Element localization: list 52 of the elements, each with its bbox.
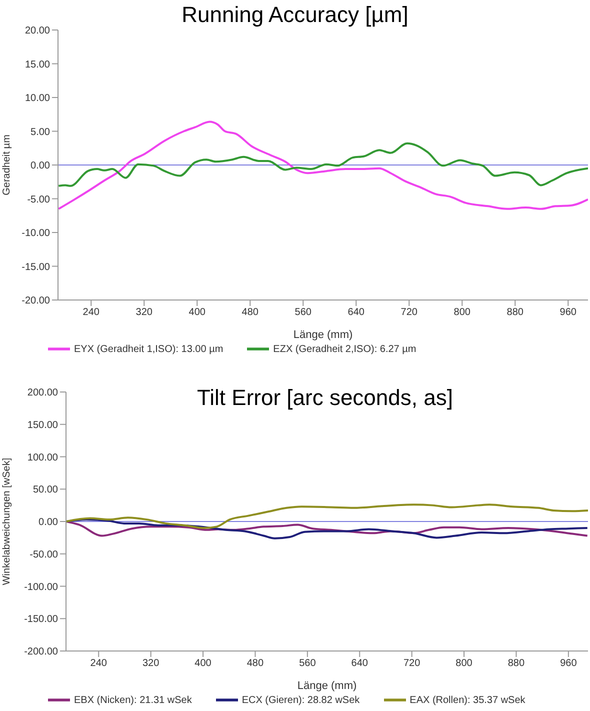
x-tick-label: 800 xyxy=(456,658,473,670)
x-tick-label: 720 xyxy=(403,658,421,670)
y-axis-title: Geradheit µm xyxy=(2,134,13,196)
y-tick-label: -150.00 xyxy=(24,614,58,626)
chart-title: Running Accuracy [µm] xyxy=(182,2,408,27)
x-tick-label: 880 xyxy=(508,658,526,670)
x-tick-label: 320 xyxy=(136,307,153,318)
legend-label: EZX (Geradheit 2,ISO): 6.27 µm xyxy=(273,344,416,355)
y-axis-title: Winkelabweichungen [wSek] xyxy=(2,458,13,586)
x-tick-label: 640 xyxy=(348,307,365,318)
x-tick-label: 800 xyxy=(454,307,471,318)
x-tick-label: 400 xyxy=(188,307,206,318)
y-tick-label: 200.00 xyxy=(27,388,58,399)
x-tick-label: 480 xyxy=(242,307,259,318)
legend-label: EYX (Geradheit 1,ISO): 13.00 µm xyxy=(74,344,224,355)
y-tick-label: -20.00 xyxy=(22,296,50,307)
y-tick-label: -100.00 xyxy=(24,582,58,593)
x-tick-label: 240 xyxy=(90,658,108,670)
legend-label: ECX (Gieren): 28.82 wSek xyxy=(242,694,360,706)
x-tick-label: 720 xyxy=(400,307,418,318)
legend-label: EBX (Nicken): 21.31 wSek xyxy=(74,694,192,706)
y-tick-label: 20.00 xyxy=(24,26,50,37)
y-tick-label: 0.00 xyxy=(30,160,50,172)
x-tick-label: 560 xyxy=(299,658,316,670)
y-tick-label: -15.00 xyxy=(22,262,50,273)
line-series xyxy=(58,142,588,187)
y-tick-label: -10.00 xyxy=(22,228,50,240)
x-axis-title: Länge (mm) xyxy=(293,329,353,341)
line-series xyxy=(66,504,588,529)
y-tick-label: -50.00 xyxy=(30,549,58,560)
chart-title: Tilt Error [arc seconds, as] xyxy=(196,385,454,411)
x-tick-label: 320 xyxy=(142,658,160,670)
y-tick-label: 150.00 xyxy=(27,420,58,431)
legend-label: EAX (Rollen): 35.37 wSek xyxy=(410,694,526,706)
x-tick-label: 640 xyxy=(351,658,368,670)
x-axis-title: Länge (mm) xyxy=(297,680,357,692)
x-tick-label: 960 xyxy=(560,307,577,318)
y-tick-label: 15.00 xyxy=(24,59,50,70)
y-tick-label: -5.00 xyxy=(27,194,50,206)
x-tick-label: 240 xyxy=(82,307,100,318)
x-tick-label: 880 xyxy=(506,307,524,318)
y-tick-label: 100.00 xyxy=(27,452,58,464)
x-tick-label: 480 xyxy=(246,658,264,670)
y-tick-label: 0.00 xyxy=(38,517,58,528)
y-tick-label: 50.00 xyxy=(32,484,58,496)
y-tick-label: 10.00 xyxy=(24,93,50,104)
x-tick-label: 400 xyxy=(194,658,212,670)
line-series xyxy=(58,120,588,210)
y-tick-label: 5.00 xyxy=(30,126,50,138)
x-tick-label: 960 xyxy=(560,658,578,670)
y-tick-label: -200.00 xyxy=(24,646,58,658)
x-tick-label: 560 xyxy=(294,307,312,318)
